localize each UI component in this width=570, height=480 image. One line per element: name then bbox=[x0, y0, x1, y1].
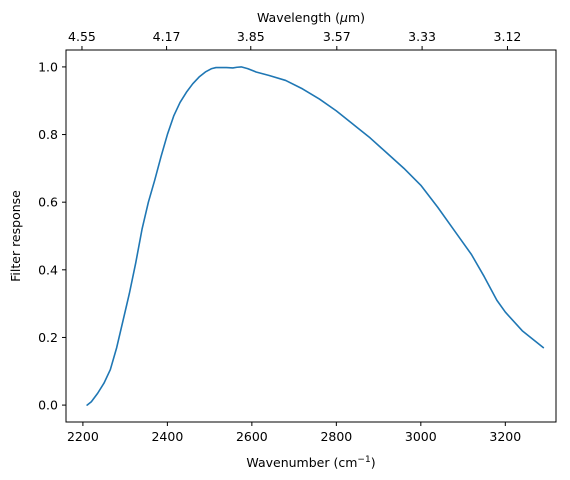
y-ticks: 0.0 0.2 0.4 0.6 0.8 1.0 bbox=[38, 59, 66, 413]
top-tick-label: 4.17 bbox=[153, 29, 181, 44]
plot-area bbox=[66, 50, 556, 422]
x-axis-label-exponent: −1 bbox=[357, 455, 370, 465]
y-tick-label: 0.6 bbox=[38, 195, 58, 210]
filter-response-line bbox=[86, 66, 545, 406]
plot-frame bbox=[65, 49, 557, 423]
y-tick-label: 0.2 bbox=[38, 330, 58, 345]
y-tick-label: 0.0 bbox=[38, 398, 58, 413]
x-tick-label: 3200 bbox=[489, 429, 521, 444]
x-axis-label-close: ) bbox=[371, 455, 376, 470]
x-tick-label: 2400 bbox=[151, 429, 183, 444]
top-x-ticks: 4.55 4.17 3.85 3.57 3.33 3.12 bbox=[68, 29, 521, 50]
bottom-x-ticks: 2200 2400 2600 2800 3000 3200 bbox=[67, 422, 521, 444]
top-tick-label: 4.55 bbox=[68, 29, 96, 44]
x-axis-label: Wavenumber (cm−1) bbox=[246, 455, 375, 470]
y-axis-label: Filter response bbox=[8, 190, 23, 282]
top-tick-label: 3.57 bbox=[323, 29, 351, 44]
top-tick-label: 3.85 bbox=[237, 29, 265, 44]
top-x-axis-label-mu: μ bbox=[339, 10, 348, 25]
y-tick-label: 1.0 bbox=[38, 59, 58, 74]
y-tick-label: 0.4 bbox=[38, 262, 58, 277]
x-tick-label: 2600 bbox=[236, 429, 268, 444]
top-tick-label: 3.12 bbox=[494, 29, 522, 44]
x-tick-label: 3000 bbox=[405, 429, 437, 444]
top-x-axis-label: Wavelength (μm) bbox=[257, 10, 365, 25]
top-tick-label: 3.33 bbox=[408, 29, 436, 44]
y-tick-label: 0.8 bbox=[38, 127, 58, 142]
x-tick-label: 2200 bbox=[67, 429, 99, 444]
x-tick-label: 2800 bbox=[320, 429, 352, 444]
top-x-axis-label-unit: m) bbox=[348, 10, 365, 25]
